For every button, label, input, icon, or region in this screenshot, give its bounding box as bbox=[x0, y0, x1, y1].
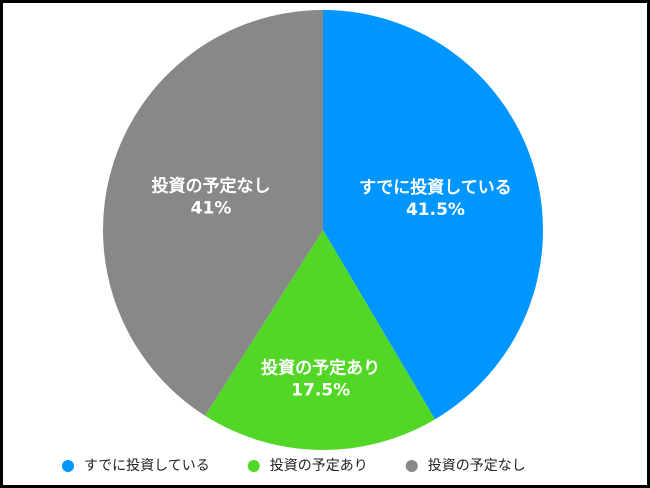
legend-marker bbox=[247, 460, 260, 472]
slice-label: 投資の予定なし bbox=[152, 175, 271, 196]
slice-label: 投資の予定あり bbox=[261, 358, 380, 379]
slice-value: 41% bbox=[191, 198, 232, 218]
legend-label: 投資の予定あり bbox=[270, 458, 368, 474]
legend-marker bbox=[405, 460, 418, 472]
pie-slice bbox=[205, 230, 435, 450]
slice-label: すでに投資している bbox=[359, 177, 512, 198]
slice-value: 41.5% bbox=[406, 200, 465, 220]
legend-label: すでに投資している bbox=[84, 458, 210, 474]
pie-slice bbox=[103, 10, 324, 416]
legend-label: 投資の予定なし bbox=[428, 458, 526, 474]
slice-value: 17.5% bbox=[291, 381, 350, 401]
legend-marker bbox=[62, 460, 74, 472]
pie-slice bbox=[323, 10, 543, 420]
